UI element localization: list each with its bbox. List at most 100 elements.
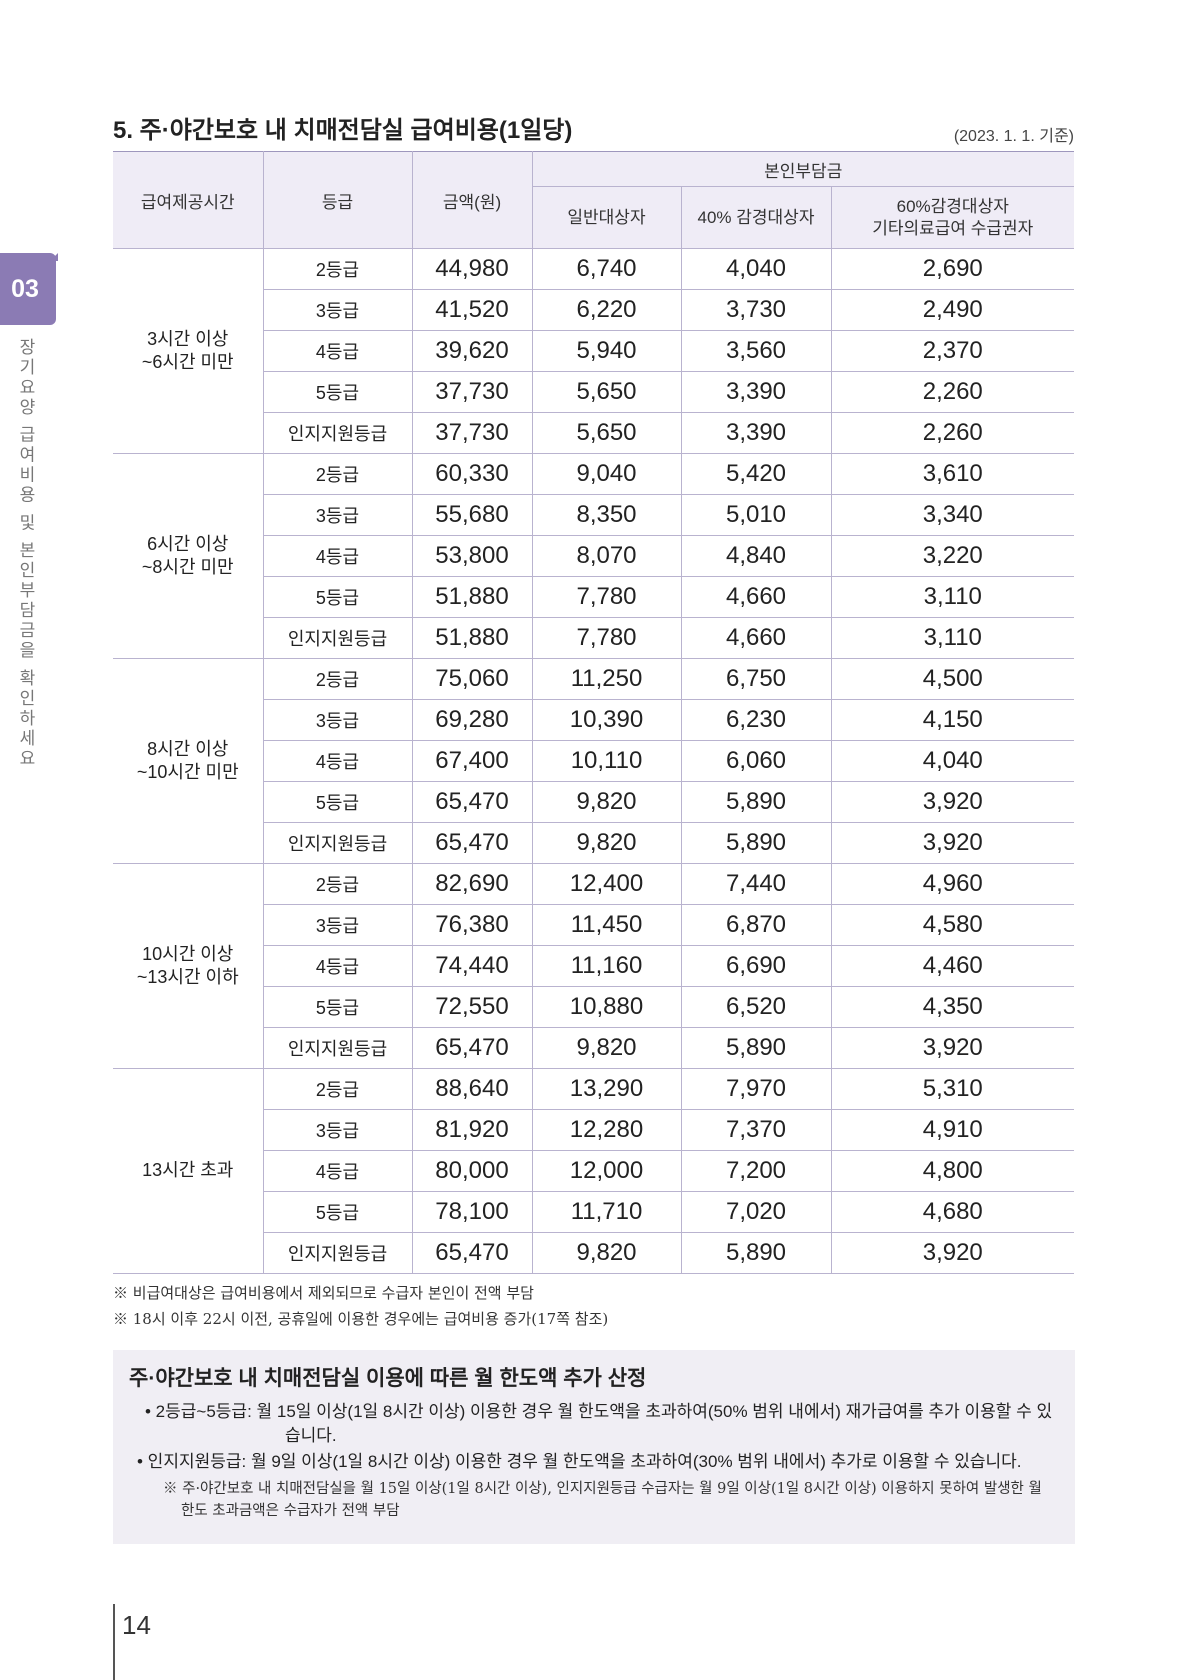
reduced60-copay-cell: 2,690 — [830, 248, 1074, 290]
header-reduced40: 40% 감경대상자 — [680, 186, 832, 249]
time-range-cell: 8시간 이상 ~10시간 미만 — [113, 658, 264, 864]
reduced60-copay-cell: 4,460 — [830, 945, 1074, 987]
table-row: 4등급 39,620 5,940 3,560 2,370 — [113, 330, 1074, 372]
time-range-line2: ~6시간 미만 — [141, 352, 234, 372]
amount-cell: 75,060 — [411, 658, 533, 700]
table-row: 5등급 51,880 7,780 4,660 3,110 — [113, 576, 1074, 618]
fee-table: 급여제공시간 등급 금액(원) 본인부담금 일반대상자 40% 감경대상자 60… — [113, 151, 1074, 1274]
time-range-line2: ~8시간 미만 — [141, 557, 234, 577]
reduced40-copay-cell: 3,390 — [680, 412, 832, 454]
reduced40-copay-cell: 4,040 — [680, 248, 832, 290]
page-number: 14 — [122, 1610, 151, 1640]
time-range-line2: ~10시간 미만 — [136, 762, 239, 782]
table-row: 3등급 69,280 10,390 6,230 4,150 — [113, 699, 1074, 741]
reduced40-copay-cell: 5,890 — [680, 822, 832, 864]
grade-cell: 3등급 — [263, 699, 413, 741]
general-copay-cell: 7,780 — [531, 617, 682, 659]
reduced60-copay-cell: 3,110 — [830, 576, 1074, 618]
amount-cell: 81,920 — [411, 1109, 533, 1151]
reduced40-copay-cell: 3,390 — [680, 371, 832, 413]
grade-cell: 4등급 — [263, 945, 413, 987]
amount-cell: 51,880 — [411, 576, 533, 618]
table-row: 6시간 이상 ~8시간 미만 2등급 60,330 9,040 5,420 3,610 — [113, 453, 1074, 659]
reduced40-copay-cell: 6,690 — [680, 945, 832, 987]
reduced40-copay-cell: 6,750 — [680, 658, 832, 700]
general-copay-cell: 9,040 — [531, 453, 682, 495]
table-row: 4등급 67,400 10,110 6,060 4,040 — [113, 740, 1074, 782]
header-time: 급여제공시간 — [113, 151, 264, 249]
table-row: 4등급 53,800 8,070 4,840 3,220 — [113, 535, 1074, 577]
reduced60-copay-cell: 4,800 — [830, 1150, 1074, 1192]
time-range-line1: 13시간 초과 — [142, 1160, 234, 1181]
header-general: 일반대상자 — [532, 186, 682, 249]
reduced40-copay-cell: 3,560 — [680, 330, 832, 372]
general-copay-cell: 8,070 — [531, 535, 682, 577]
grade-cell: 2등급 — [262, 248, 413, 290]
amount-cell: 44,980 — [411, 248, 533, 290]
grade-cell: 3등급 — [263, 1109, 413, 1151]
header-grade: 등급 — [262, 151, 413, 249]
section-title: 5. 주·야간보호 내 치매전담실 급여비용(1일당) — [113, 117, 573, 144]
general-copay-cell: 11,710 — [531, 1191, 682, 1233]
general-copay-cell: 9,820 — [531, 1232, 682, 1274]
grade-cell: 5등급 — [263, 371, 413, 413]
grade-cell: 3등급 — [263, 904, 413, 946]
general-copay-cell: 11,250 — [531, 658, 682, 700]
reduced60-copay-cell: 4,040 — [830, 740, 1074, 782]
reduced60-copay-cell: 4,500 — [830, 658, 1074, 700]
grade-cell: 5등급 — [263, 781, 413, 823]
general-copay-cell: 12,400 — [531, 863, 682, 905]
reduced40-copay-cell: 6,870 — [680, 904, 832, 946]
general-copay-cell: 10,880 — [531, 986, 682, 1028]
amount-cell: 65,470 — [411, 781, 533, 823]
reduced60-copay-cell: 3,340 — [830, 494, 1074, 536]
amount-cell: 65,470 — [411, 1027, 533, 1069]
reduced60-copay-cell: 3,920 — [830, 781, 1074, 823]
table-row: 10시간 이상 ~13시간 이하 2등급 82,690 12,400 7,440 4,960 — [113, 863, 1074, 1069]
time-range-line1: 10시간 이상 — [142, 943, 234, 964]
table-row: 3등급 81,920 12,280 7,370 4,910 — [113, 1109, 1074, 1151]
chapter-title: 장기요양 급여비용 및 본인부담금을 확인하세요 — [16, 338, 35, 769]
grade-cell: 4등급 — [263, 535, 413, 577]
table-row: 3시간 이상 ~6시간 미만 2등급 44,980 6,740 4,040 2,690 — [113, 248, 1074, 454]
general-copay-cell: 6,220 — [531, 289, 682, 331]
info-bullet-1: • 2등급~5등급: 월 15일 이상(1일 8시간 이상) 이용한 경우 월 … — [145, 1402, 1053, 1445]
header-reduced60-line2: 기타의료급여 수급권자 — [872, 218, 1034, 238]
reduced40-copay-cell: 4,660 — [680, 617, 832, 659]
fee-table-body: 3시간 이상 ~6시간 미만 2등급 44,980 6,740 4,040 2,690 3등급… — [113, 248, 1074, 1274]
reduced60-copay-cell: 2,260 — [830, 371, 1074, 413]
general-copay-cell: 5,650 — [531, 371, 682, 413]
reduced40-copay-cell: 5,420 — [680, 453, 832, 495]
general-copay-cell: 5,650 — [531, 412, 682, 454]
amount-cell: 55,680 — [411, 494, 533, 536]
amount-cell: 74,440 — [411, 945, 533, 987]
page-divider — [113, 1604, 115, 1680]
grade-cell: 5등급 — [263, 986, 413, 1028]
grade-cell: 3등급 — [263, 289, 413, 331]
grade-cell: 인지지원등급 — [263, 412, 413, 454]
info-bullet-2: • 인지지원등급: 월 9일 이상(1일 8시간 이상) 이용한 경우 월 한도… — [137, 1452, 1022, 1471]
amount-cell: 88,640 — [411, 1068, 533, 1110]
table-row: 5등급 37,730 5,650 3,390 2,260 — [113, 371, 1074, 413]
amount-cell: 39,620 — [411, 330, 533, 372]
amount-cell: 76,380 — [411, 904, 533, 946]
reduced60-copay-cell: 4,580 — [830, 904, 1074, 946]
general-copay-cell: 11,160 — [531, 945, 682, 987]
table-row: 8시간 이상 ~10시간 미만 2등급 75,060 11,250 6,750 4,500 — [113, 658, 1074, 864]
info-title: 주·야간보호 내 치매전담실 이용에 따른 월 한도액 추가 산정 — [129, 1367, 647, 1390]
table-row: 4등급 74,440 11,160 6,690 4,460 — [113, 945, 1074, 987]
general-copay-cell: 11,450 — [531, 904, 682, 946]
info-subnote: ※ 주·야간보호 내 치매전담실을 월 15일 이상(1일 8시간 이상), 인… — [163, 1481, 1042, 1519]
base-date: (2023. 1. 1. 기준) — [953, 128, 1074, 145]
grade-cell: 인지지원등급 — [263, 822, 413, 864]
general-copay-cell: 5,940 — [531, 330, 682, 372]
time-range-cell: 10시간 이상 ~13시간 이하 — [113, 863, 264, 1069]
reduced40-copay-cell: 7,200 — [680, 1150, 832, 1192]
table-row: 4등급 80,000 12,000 7,200 4,800 — [113, 1150, 1074, 1192]
grade-cell: 2등급 — [262, 453, 413, 495]
table-row: 3등급 41,520 6,220 3,730 2,490 — [113, 289, 1074, 331]
grade-cell: 2등급 — [262, 1068, 413, 1110]
reduced60-copay-cell: 3,610 — [830, 453, 1074, 495]
general-copay-cell: 9,820 — [531, 1027, 682, 1069]
reduced60-copay-cell: 2,370 — [830, 330, 1074, 372]
